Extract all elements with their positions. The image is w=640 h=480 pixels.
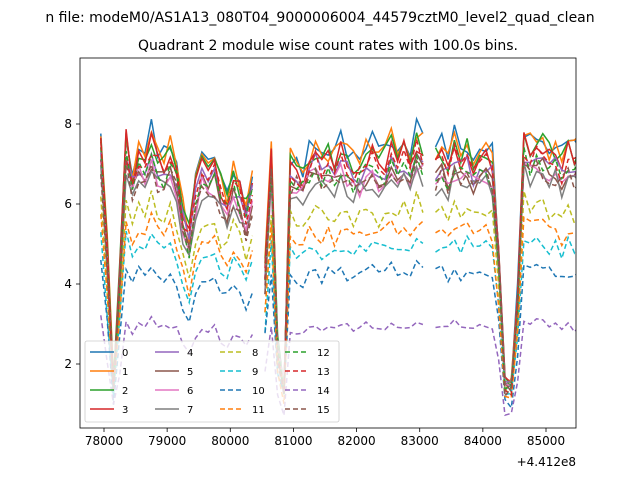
series-line-14 <box>100 315 576 417</box>
y-tick-label: 4 <box>64 277 72 291</box>
legend-box <box>84 340 340 423</box>
series-line-12 <box>100 146 576 395</box>
x-tick-label: 78000 <box>85 434 123 448</box>
legend-label-11: 11 <box>252 405 265 416</box>
y-tick-label: 6 <box>64 197 72 211</box>
x-tick-label: 85000 <box>527 434 565 448</box>
legend-label-1: 1 <box>122 367 128 378</box>
y-tick-label: 2 <box>64 357 72 371</box>
y-axis: 2 4 6 8 <box>64 117 80 371</box>
legend-label-12: 12 <box>317 348 330 359</box>
plot-frame <box>79 57 577 429</box>
legend-label-3: 3 <box>122 405 128 416</box>
series-layer <box>100 116 576 417</box>
legend-label-10: 10 <box>252 386 265 397</box>
x-offset-label: +4.412e8 <box>517 455 576 469</box>
series-line-10 <box>100 259 576 410</box>
x-tick-label: 84000 <box>464 434 502 448</box>
legend-label-7: 7 <box>187 405 193 416</box>
legend-label-14: 14 <box>317 386 330 397</box>
series-line-9 <box>100 231 576 396</box>
legend-label-13: 13 <box>317 367 330 378</box>
chart-title: Quadrant 2 module wise count rates with … <box>138 38 518 54</box>
figure-suptitle: n file: modeM0/AS1A13_080T04_9000006004_… <box>45 10 594 26</box>
legend-label-2: 2 <box>122 386 128 397</box>
legend-label-8: 8 <box>252 348 258 359</box>
x-axis: 78000 79000 80000 81000 82000 83000 84000 85000 <box>85 428 565 448</box>
x-tick-label: 80000 <box>211 434 249 448</box>
series-line-15 <box>100 158 576 399</box>
legend-label-0: 0 <box>122 348 128 359</box>
x-tick-label: 82000 <box>337 434 375 448</box>
series-line-7 <box>100 162 576 395</box>
series-line-13 <box>100 137 576 397</box>
y-tick-label: 8 <box>64 117 72 131</box>
legend-label-6: 6 <box>187 386 193 397</box>
x-tick-label: 81000 <box>274 434 312 448</box>
x-tick-label: 83000 <box>401 434 439 448</box>
series-line-11 <box>100 210 576 405</box>
legend-label-4: 4 <box>187 348 193 359</box>
series-line-8 <box>100 188 576 397</box>
legend-label-15: 15 <box>317 405 330 416</box>
x-tick-label: 79000 <box>148 434 186 448</box>
legend-label-9: 9 <box>252 367 258 378</box>
legend-label-5: 5 <box>187 367 193 378</box>
